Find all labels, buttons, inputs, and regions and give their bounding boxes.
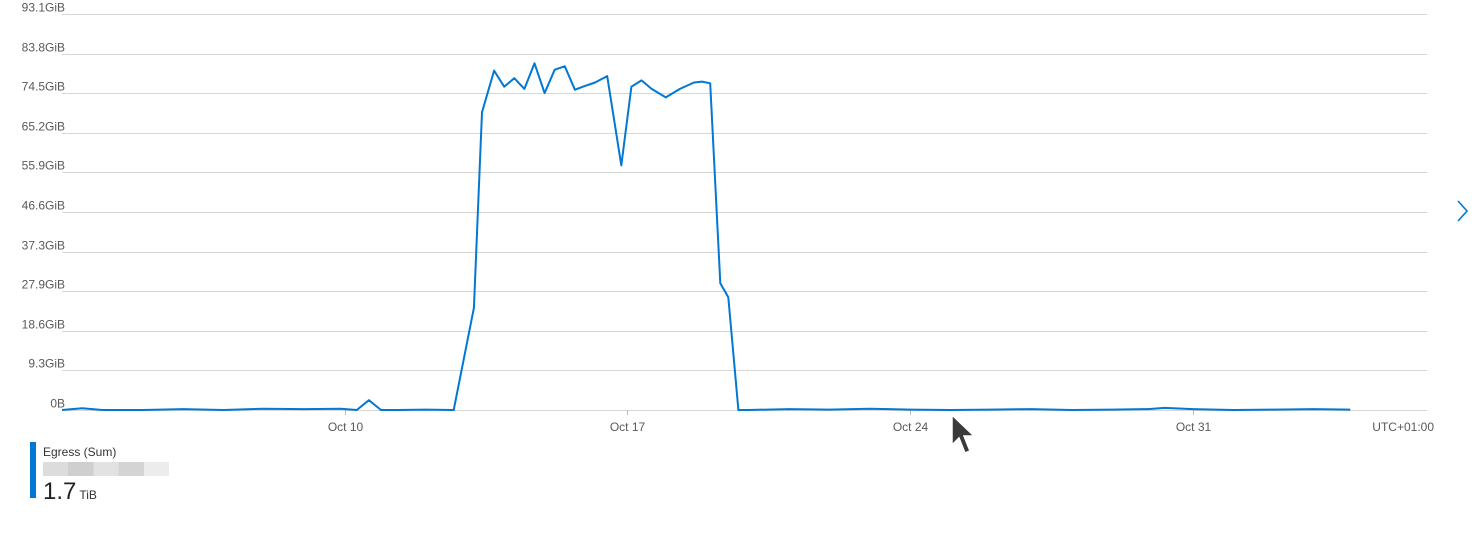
gridlines (62, 14, 1427, 411)
legend-total: 1.7 TiB (43, 478, 169, 506)
x-tick-label: Oct 17 (610, 420, 646, 434)
mouse-pointer-icon (950, 413, 978, 457)
y-tick-label: 27.9GiB (22, 278, 65, 292)
y-tick-label: 83.8GiB (22, 41, 65, 55)
y-tick-label: 93.1GiB (22, 1, 65, 15)
y-tick-label: 65.2GiB (22, 120, 65, 134)
legend-egress[interactable]: Egress (Sum) 1.7 TiB (30, 442, 169, 505)
timezone-label: UTC+01:00 (1372, 420, 1434, 434)
y-tick-label: 74.5GiB (22, 80, 65, 94)
x-tick-label: Oct 31 (1176, 420, 1212, 434)
legend-series-name: Egress (Sum) (43, 445, 117, 459)
y-tick-label: 46.6GiB (22, 199, 65, 213)
x-tick-label: Oct 24 (893, 420, 929, 434)
legend-total-unit: TiB (79, 488, 97, 502)
redacted-resource-name (43, 462, 169, 476)
legend-total-value: 1.7 (43, 478, 77, 505)
y-tick-label: 55.9GiB (22, 159, 65, 173)
x-axis-ticks: Oct 10 Oct 17 Oct 24 Oct 31 (328, 410, 1212, 434)
series-layer[interactable] (61, 62, 1351, 411)
series-line-egress[interactable] (61, 62, 1351, 411)
x-tick-label: Oct 10 (328, 420, 364, 434)
y-tick-label: 37.3GiB (22, 239, 65, 253)
y-tick-label: 0B (50, 397, 65, 411)
y-tick-label: 18.6GiB (22, 318, 65, 332)
y-tick-label: 9.3GiB (28, 357, 65, 371)
y-axis-ticks: 0B 9.3GiB 18.6GiB 27.9GiB 37.3GiB 46.6GiB 55.9… (22, 1, 65, 411)
chevron-right-icon[interactable] (1452, 199, 1472, 223)
